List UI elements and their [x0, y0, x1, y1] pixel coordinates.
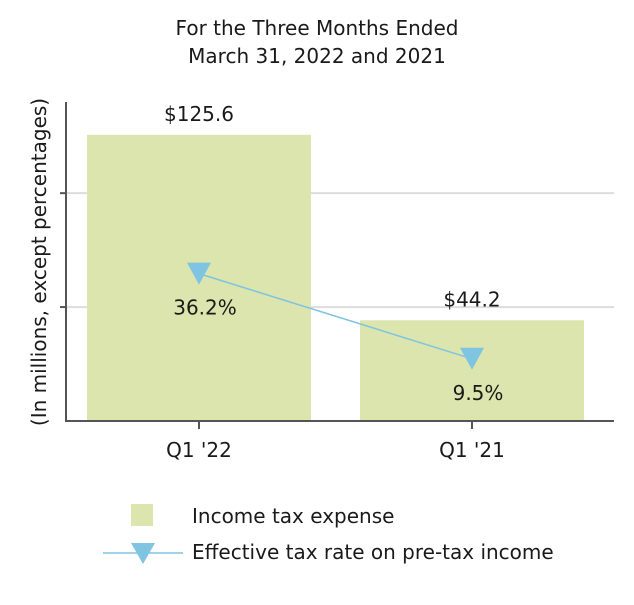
bar: [360, 320, 584, 421]
chart-subtitle: March 31, 2022 and 2021: [188, 44, 446, 68]
rate-value-label: 36.2%: [173, 296, 237, 320]
rate-marker: [460, 347, 484, 370]
legend-swatch-income-tax: [131, 504, 153, 526]
rate-line: [187, 262, 484, 370]
legend-label-income-tax: Income tax expense: [192, 504, 394, 528]
bar-value-labels: $125.6 $44.2: [164, 102, 501, 311]
rate-marker: [187, 262, 211, 285]
bar-value-label: $44.2: [443, 287, 500, 311]
axes: [60, 102, 614, 429]
chart-title: For the Three Months Ended: [176, 16, 459, 40]
legend: Income tax expense Effective tax rate on…: [103, 504, 554, 564]
rate-value-label: 9.5%: [453, 381, 504, 405]
y-axis-label: (In millions, except percentages): [27, 98, 51, 426]
legend-triangle-effective-rate: [131, 543, 155, 564]
bars: [87, 134, 584, 421]
rate-value-labels: 36.2% 9.5%: [173, 296, 503, 405]
rate-line-path: [198, 272, 473, 360]
x-tick-label: Q1 '21: [439, 438, 505, 462]
x-tick-label: Q1 '22: [166, 438, 232, 462]
x-tick-labels: Q1 '22 Q1 '21: [166, 438, 505, 462]
bar-value-label: $125.6: [164, 102, 234, 126]
legend-label-effective-rate: Effective tax rate on pre-tax income: [192, 540, 554, 564]
